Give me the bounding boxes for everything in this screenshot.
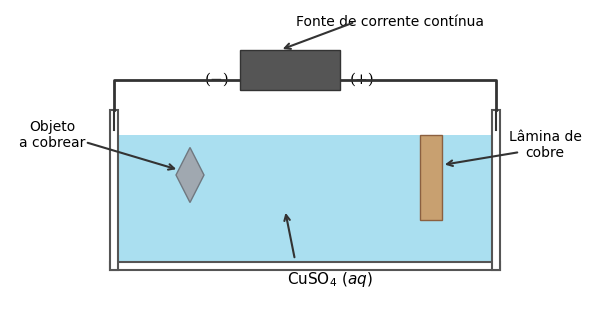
Text: (−): (−) (205, 73, 230, 87)
Bar (110, 262, 500, 270)
Text: Fonte de corrente contínua: Fonte de corrente contínua (296, 15, 484, 29)
Text: CuSO$_4$ $(aq)$: CuSO$_4$ $(aq)$ (287, 270, 373, 289)
Text: Lâmina de
cobre: Lâmina de cobre (508, 130, 581, 160)
Bar (110, 110, 118, 270)
Text: (+): (+) (350, 73, 375, 87)
Bar (240, 50, 340, 90)
Text: Objeto
a cobrear: Objeto a cobrear (19, 120, 85, 150)
Bar (492, 110, 500, 270)
Bar (118, 135, 492, 262)
Polygon shape (176, 148, 204, 203)
Bar (420, 135, 442, 220)
